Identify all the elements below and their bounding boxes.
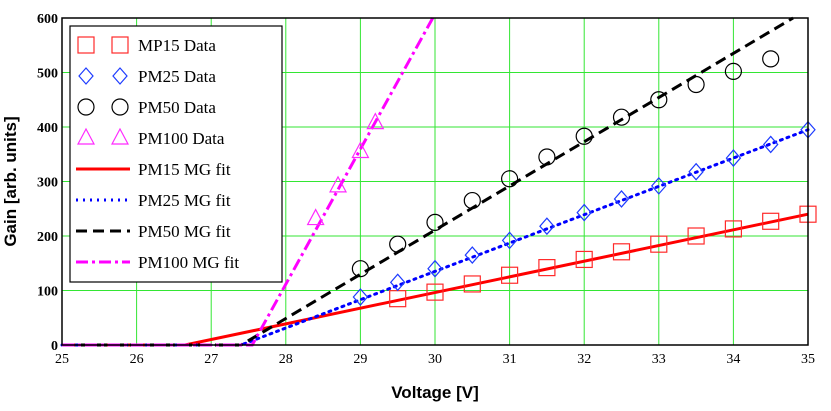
pm25-mg-fit-line bbox=[60, 128, 810, 347]
x-tick-label: 30 bbox=[428, 352, 442, 367]
mp15-data-point bbox=[762, 212, 780, 230]
pm25-data-point bbox=[539, 217, 555, 236]
pm25-data-point bbox=[501, 231, 518, 250]
x-tick-label: 33 bbox=[652, 352, 666, 367]
legend-entry: PM50 MG fit bbox=[138, 222, 231, 241]
legend-entry: PM15 MG fit bbox=[138, 160, 231, 179]
legend-marker bbox=[111, 98, 129, 116]
mp15-data-point bbox=[687, 227, 705, 245]
mp15-data-point bbox=[612, 243, 631, 261]
x-tick-label: 34 bbox=[726, 352, 740, 367]
mp15-data-point bbox=[724, 220, 743, 238]
pm25-data-point bbox=[427, 259, 443, 278]
pm25-data-point bbox=[762, 135, 779, 154]
pm50-data-point bbox=[762, 50, 780, 68]
pm50-data-point bbox=[351, 260, 369, 278]
legend-marker bbox=[77, 36, 95, 54]
x-tick-label: 26 bbox=[130, 352, 144, 367]
data-markers bbox=[306, 50, 817, 308]
legend-marker bbox=[111, 127, 129, 145]
y-tick-label: 600 bbox=[37, 12, 58, 27]
y-axis-label: Gain [arb. units] bbox=[1, 116, 20, 246]
legend-marker bbox=[78, 67, 94, 85]
x-tick-label: 25 bbox=[55, 352, 69, 367]
legend-marker bbox=[111, 36, 129, 54]
x-tick-label: 28 bbox=[279, 352, 293, 367]
pm100-data-point bbox=[351, 141, 370, 159]
pm25-data-point bbox=[613, 190, 630, 208]
legend-marker bbox=[77, 127, 95, 145]
y-tick-label: 500 bbox=[37, 67, 58, 82]
pm25-data-point bbox=[576, 203, 592, 222]
pm50-data-point bbox=[650, 91, 668, 109]
legend-entry: PM100 MG fit bbox=[138, 253, 239, 272]
y-tick-label: 200 bbox=[37, 230, 58, 245]
tick-labels: 25 26 27 28 29 30 31 32 33 34 35 0 100 200 300 400 500 60… bbox=[37, 12, 815, 367]
legend-entry: MP15 Data bbox=[138, 36, 216, 55]
y-tick-label: 400 bbox=[37, 121, 58, 136]
pm100-data-point bbox=[366, 112, 385, 130]
mp15-data-point bbox=[538, 259, 556, 277]
mp15-data-point bbox=[501, 266, 519, 284]
x-tick-label: 31 bbox=[503, 352, 517, 367]
x-tick-label: 32 bbox=[577, 352, 591, 367]
pm50-data-point bbox=[389, 235, 407, 253]
mp15-data-point bbox=[463, 275, 481, 293]
pm25-data-point bbox=[725, 149, 742, 167]
y-tick-label: 300 bbox=[37, 176, 58, 191]
pm100-data-point bbox=[306, 208, 325, 226]
x-axis-label: Voltage [V] bbox=[391, 383, 479, 402]
x-tick-label: 35 bbox=[801, 352, 815, 367]
legend-entry: PM25 Data bbox=[138, 67, 216, 86]
pm50-data-point bbox=[463, 191, 481, 210]
x-tick-label: 27 bbox=[204, 352, 218, 367]
pm50-data-point bbox=[501, 170, 519, 188]
pm50-data-point bbox=[687, 75, 705, 94]
y-tick-label: 0 bbox=[51, 339, 58, 354]
mp15-data-point bbox=[650, 235, 668, 253]
pm50-data-point bbox=[612, 108, 631, 126]
pm50-data-point bbox=[426, 213, 444, 231]
pm50-data-point bbox=[575, 127, 593, 145]
legend-entry: PM100 Data bbox=[138, 129, 225, 148]
pm50-data-point bbox=[724, 62, 743, 81]
plot-frame bbox=[61, 17, 809, 346]
mp15-data-point bbox=[426, 283, 444, 301]
legend: MP15 Data PM25 Data PM50 Data PM100 Data PM1… bbox=[69, 25, 283, 283]
y-tick-label: 100 bbox=[37, 285, 58, 300]
pm25-data-point bbox=[464, 246, 481, 264]
pm25-data-point bbox=[651, 176, 667, 195]
legend-entry: PM25 MG fit bbox=[138, 191, 231, 210]
pm100-data-point bbox=[329, 175, 348, 193]
pm50-data-point bbox=[538, 148, 556, 166]
legend-marker bbox=[112, 67, 128, 85]
pm25-data-point bbox=[688, 162, 704, 181]
mp15-data-point bbox=[575, 250, 593, 269]
legend-marker bbox=[77, 98, 95, 116]
legend-box bbox=[69, 25, 283, 283]
legend-entry: PM50 Data bbox=[138, 98, 216, 117]
pm25-data-point bbox=[352, 288, 369, 306]
x-tick-label: 29 bbox=[353, 352, 367, 367]
pm25-data-point bbox=[389, 273, 406, 292]
